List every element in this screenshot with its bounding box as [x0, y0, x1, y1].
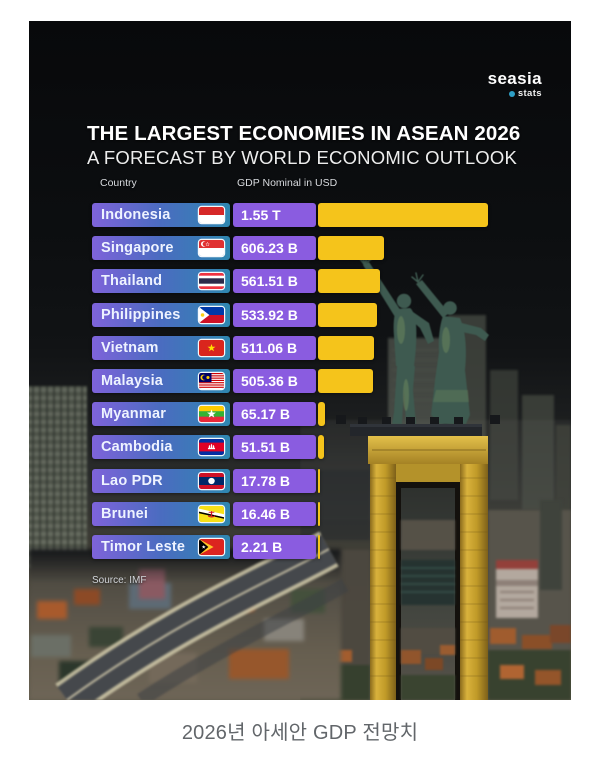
chart-row: Indonesia 1.55 T — [92, 203, 488, 227]
country-name: Lao PDR — [101, 472, 163, 489]
gdp-bar — [318, 468, 320, 493]
country-label: Thailand — [92, 269, 230, 294]
flag-timor-leste-icon — [199, 538, 224, 555]
brand-logo: seasia stats — [488, 70, 542, 99]
country-label: Indonesia — [92, 203, 230, 227]
source-note: Source: IMF — [92, 575, 147, 586]
chart-row: Philippines 533.92 B — [92, 302, 488, 327]
country-name: Singapore — [101, 240, 174, 257]
country-name: Malaysia — [101, 372, 164, 389]
country-label: Philippines — [92, 302, 230, 327]
chart-row: Vietnam 511.06 B — [92, 335, 488, 360]
flag-vietnam-icon — [199, 339, 224, 356]
gdp-value: 65.17 B — [233, 402, 316, 427]
gdp-bar — [318, 368, 374, 393]
gdp-value: 606.23 B — [233, 236, 316, 261]
flag-brunei-icon — [199, 505, 224, 522]
gdp-value: 2.21 B — [233, 534, 316, 559]
flag-myanmar-icon — [199, 406, 224, 423]
chart-row: Brunei 16.46 B — [92, 501, 488, 526]
country-label: Brunei — [92, 501, 230, 526]
country-name: Philippines — [101, 306, 181, 323]
title-block: THE LARGEST ECONOMIES IN ASEAN 2026 A FO… — [87, 123, 520, 169]
gdp-bar — [318, 335, 375, 360]
gdp-bar — [318, 501, 320, 526]
gdp-bar — [318, 269, 380, 294]
country-label: Timor Leste — [92, 534, 230, 559]
flag-thailand-icon — [199, 273, 224, 290]
gdp-bar — [318, 402, 326, 427]
chart-row: Singapore 606.23 B — [92, 236, 488, 261]
flag-laos-icon — [199, 472, 224, 489]
monument-illustration — [300, 253, 571, 700]
country-name: Brunei — [101, 505, 149, 522]
country-label: Vietnam — [92, 335, 230, 360]
gdp-bar-chart: Indonesia 1.55 T Singapore 606.23 B Thailand… — [92, 203, 488, 568]
gdp-value: 561.51 B — [233, 269, 316, 294]
gdp-value: 51.51 B — [233, 435, 316, 460]
gdp-value: 505.36 B — [233, 368, 316, 393]
country-label: Cambodia — [92, 435, 230, 460]
gdp-bar — [318, 236, 385, 261]
gdp-bar — [318, 534, 320, 559]
chart-row: Lao PDR 17.78 B — [92, 468, 488, 493]
column-header-country: Country — [100, 177, 137, 189]
country-name: Vietnam — [101, 339, 159, 356]
country-name: Timor Leste — [101, 538, 186, 555]
brand-name: seasia — [487, 69, 542, 88]
chart-row: Thailand 561.51 B — [92, 269, 488, 294]
image-caption: 2026년 아세안 GDP 전망치 — [0, 700, 600, 761]
page-subtitle: A FORECAST BY WORLD ECONOMIC OUTLOOK — [87, 146, 518, 168]
flag-singapore-icon — [199, 240, 224, 257]
country-name: Cambodia — [101, 439, 173, 456]
country-label: Malaysia — [92, 368, 230, 393]
flag-indonesia-icon — [199, 207, 224, 223]
flag-malaysia-icon — [199, 372, 224, 389]
chart-row: Timor Leste 2.21 B — [92, 534, 488, 559]
country-name: Indonesia — [101, 207, 171, 223]
gdp-bar — [318, 302, 377, 327]
highway-illustration — [55, 531, 349, 700]
gdp-value: 17.78 B — [233, 468, 316, 493]
country-name: Myanmar — [101, 406, 167, 423]
gdp-bar — [318, 203, 488, 227]
gdp-value: 533.92 B — [233, 302, 316, 327]
gdp-value: 511.06 B — [233, 335, 316, 360]
page-title: THE LARGEST ECONOMIES IN ASEAN 2026 — [87, 122, 521, 145]
chart-row: Cambodia 51.51 B — [92, 435, 488, 460]
column-header-value: GDP Nominal in USD — [237, 177, 338, 189]
flag-cambodia-icon — [199, 439, 224, 456]
brand-sub-name: stats — [517, 88, 542, 99]
flag-philippines-icon — [199, 306, 224, 323]
chart-row: Malaysia 505.36 B — [92, 368, 488, 393]
gdp-value: 1.55 T — [233, 203, 316, 227]
country-label: Singapore — [92, 236, 230, 261]
gdp-bar — [318, 435, 324, 460]
chart-row: Myanmar 65.17 B — [92, 402, 488, 427]
country-label: Lao PDR — [92, 468, 230, 493]
infographic-poster: seasia stats THE LARGEST ECONOMIES IN AS… — [29, 21, 571, 700]
brand-dot-icon — [508, 90, 515, 97]
country-name: Thailand — [101, 273, 163, 290]
country-label: Myanmar — [92, 402, 230, 427]
background-highrise — [29, 386, 87, 568]
gdp-value: 16.46 B — [233, 501, 316, 526]
